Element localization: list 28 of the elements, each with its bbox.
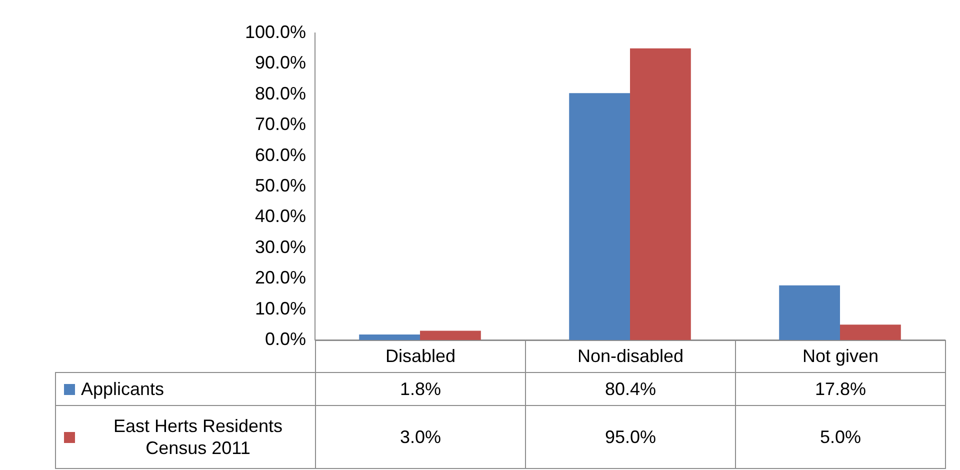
bar bbox=[840, 324, 901, 340]
y-tick-label: 20.0% bbox=[254, 268, 306, 288]
y-tick-label: 90.0% bbox=[254, 52, 306, 73]
y-tick-label: 0.0% bbox=[264, 328, 306, 349]
y-tick-label: 30.0% bbox=[254, 236, 306, 257]
bar bbox=[359, 334, 420, 340]
data-label: 80.4% bbox=[525, 372, 736, 406]
data-label: 95.0% bbox=[525, 405, 736, 469]
y-tick-label: 100.0% bbox=[244, 22, 306, 42]
y-tick-label: 60.0% bbox=[254, 144, 306, 165]
x-tick-label: Non-disabled bbox=[525, 340, 736, 373]
bar bbox=[779, 285, 840, 340]
y-tick-label: 80.0% bbox=[254, 83, 306, 104]
y-tick-label: 50.0% bbox=[254, 175, 306, 196]
bar bbox=[420, 330, 481, 340]
data-label: 1.8% bbox=[315, 372, 526, 406]
bar bbox=[630, 48, 691, 340]
x-tick-label: Disabled bbox=[315, 340, 526, 373]
legend-label: Applicants bbox=[81, 378, 164, 400]
data-label: 3.0% bbox=[315, 405, 526, 469]
y-tick-label: 70.0% bbox=[254, 114, 306, 134]
x-tick-label: Not given bbox=[735, 340, 946, 373]
bar bbox=[569, 93, 630, 340]
data-label: 5.0% bbox=[735, 405, 946, 469]
y-tick-label: 40.0% bbox=[254, 206, 306, 226]
y-tick-label: 10.0% bbox=[254, 298, 306, 318]
legend-label: East Herts Residents Census 2011 bbox=[112, 414, 284, 460]
data-label: 17.8% bbox=[735, 372, 946, 406]
